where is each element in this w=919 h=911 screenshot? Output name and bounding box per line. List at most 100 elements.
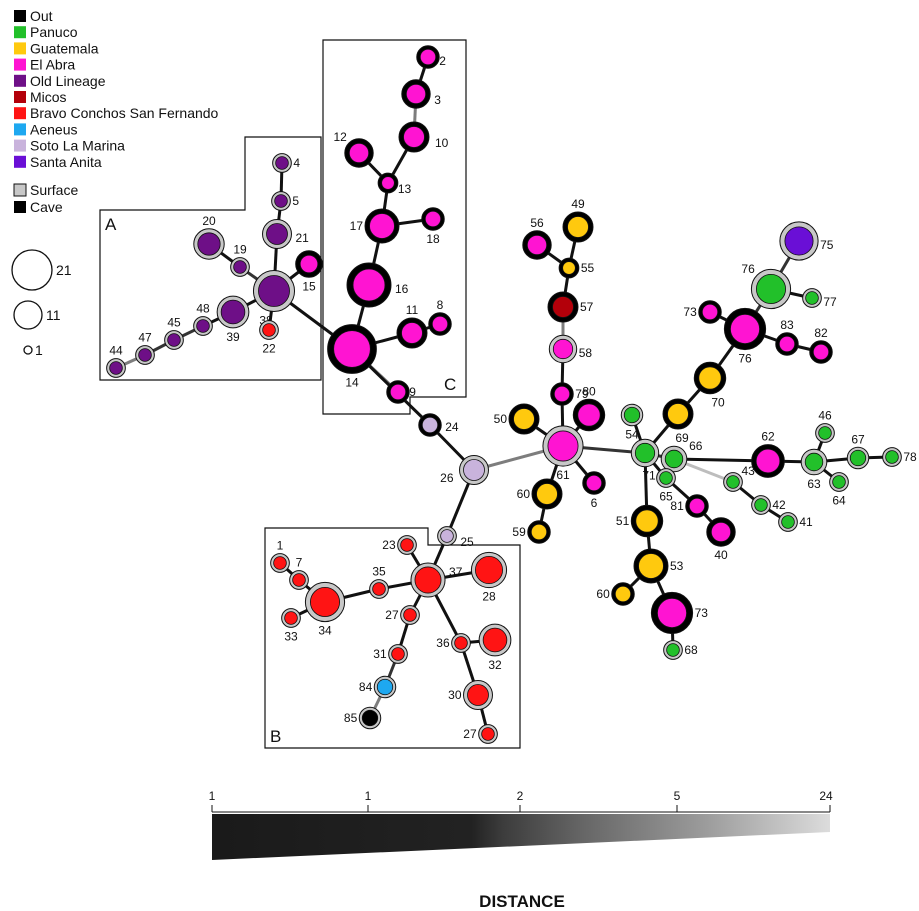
- haplotype-node-n55[interactable]: 55: [558, 257, 595, 279]
- haplotype-node-n33[interactable]: 33: [281, 608, 301, 644]
- haplotype-node-n13[interactable]: 13: [377, 172, 412, 196]
- haplotype-node-n51[interactable]: 51: [616, 504, 664, 538]
- haplotype-node-n43[interactable]: 43: [723, 464, 756, 492]
- haplotype-node-n59[interactable]: 59: [512, 520, 551, 544]
- haplotype-node-n65[interactable]: 65: [656, 468, 676, 504]
- haplotype-node-n58[interactable]: 58: [548, 334, 592, 364]
- haplotype-node-n26[interactable]: 26: [440, 455, 489, 485]
- legend-swatch-7: [14, 123, 26, 136]
- haplotype-node-n24[interactable]: 24: [418, 413, 459, 437]
- region-boxes: A B C: [99, 39, 521, 749]
- node-label-n59: 59: [512, 525, 526, 539]
- haplotype-node-n45[interactable]: 45: [164, 316, 184, 350]
- haplotype-node-n47[interactable]: 47: [135, 331, 155, 365]
- haplotype-node-n3[interactable]: 3: [401, 79, 441, 109]
- haplotype-node-n85[interactable]: 85: [344, 706, 382, 730]
- haplotype-node-n27a[interactable]: 27: [385, 605, 420, 625]
- haplotype-node-n56[interactable]: 56: [522, 216, 552, 260]
- haplotype-node-n36[interactable]: 36: [436, 633, 471, 653]
- haplotype-node-n57[interactable]: 57: [547, 291, 594, 323]
- haplotype-node-n69[interactable]: 69: [662, 398, 694, 445]
- haplotype-node-n70[interactable]: 70: [693, 361, 727, 410]
- haplotype-node-n18[interactable]: 18: [421, 207, 445, 246]
- haplotype-node-n73a[interactable]: 73: [683, 300, 722, 324]
- haplotype-node-n73b[interactable]: 73: [650, 591, 708, 635]
- haplotype-node-n68[interactable]: 68: [663, 640, 698, 660]
- haplotype-node-n35[interactable]: 35: [369, 565, 389, 599]
- haplotype-node-n54[interactable]: 54: [620, 403, 644, 442]
- haplotype-node-n60b[interactable]: 60: [596, 582, 635, 606]
- haplotype-node-n10[interactable]: 10: [398, 121, 449, 153]
- haplotype-node-n83[interactable]: 83: [775, 318, 799, 356]
- legend-label-1: Panuco: [30, 24, 78, 40]
- haplotype-node-n75[interactable]: 75: [779, 221, 834, 261]
- haplotype-node-n62[interactable]: 62: [751, 430, 785, 478]
- haplotype-node-n17[interactable]: 17: [350, 208, 400, 244]
- haplotype-node-n30[interactable]: 30: [448, 680, 493, 710]
- haplotype-node-n38[interactable]: 38: [252, 269, 296, 328]
- node-fill-n50: [513, 408, 535, 430]
- haplotype-node-n6[interactable]: 6: [582, 471, 606, 510]
- haplotype-node-n63[interactable]: 63: [800, 448, 828, 491]
- haplotype-node-n42[interactable]: 42: [751, 495, 786, 515]
- haplotype-node-n4[interactable]: 4: [272, 153, 301, 173]
- haplotype-node-n21[interactable]: 21: [262, 219, 310, 249]
- haplotype-node-n19[interactable]: 19: [230, 243, 250, 277]
- haplotype-node-n76b[interactable]: 76: [741, 262, 792, 310]
- haplotype-node-n32[interactable]: 32: [478, 623, 512, 672]
- haplotype-node-n71[interactable]: 71: [630, 438, 660, 483]
- haplotype-node-n48[interactable]: 48: [193, 302, 213, 336]
- haplotype-node-n78[interactable]: 78: [882, 447, 917, 467]
- haplotype-node-n20[interactable]: 20: [193, 214, 225, 260]
- haplotype-node-n7[interactable]: 7: [289, 556, 309, 590]
- node-label-n55: 55: [581, 261, 595, 275]
- haplotype-node-n31[interactable]: 31: [373, 644, 408, 664]
- haplotype-node-n76a[interactable]: 76: [723, 307, 767, 366]
- haplotype-node-n40[interactable]: 40: [706, 517, 736, 562]
- haplotype-node-n46[interactable]: 46: [815, 409, 835, 443]
- haplotype-node-n60a[interactable]: 60: [517, 478, 563, 510]
- haplotype-node-n84[interactable]: 84: [359, 675, 397, 699]
- haplotype-node-n41[interactable]: 41: [778, 512, 813, 532]
- haplotype-node-n2[interactable]: 2: [416, 45, 446, 69]
- haplotype-node-n66[interactable]: 66: [660, 439, 703, 473]
- node-label-n43: 43: [742, 464, 756, 478]
- haplotype-node-n79[interactable]: 79: [550, 382, 589, 406]
- haplotype-node-n12[interactable]: 12: [333, 130, 374, 168]
- haplotype-node-n15[interactable]: 15: [295, 250, 323, 294]
- haplotype-node-n77[interactable]: 77: [802, 288, 837, 309]
- haplotype-node-n8[interactable]: 8: [428, 298, 452, 336]
- haplotype-node-n39[interactable]: 39: [216, 295, 250, 344]
- haplotype-node-n11[interactable]: 11: [396, 303, 428, 349]
- node-label-n22: 22: [262, 341, 276, 355]
- haplotype-node-n1[interactable]: 1: [270, 539, 290, 573]
- haplotype-node-n22[interactable]: 22: [259, 320, 279, 356]
- node-label-n51: 51: [616, 514, 630, 528]
- haplotype-node-n53[interactable]: 53: [633, 548, 684, 584]
- haplotype-node-n61[interactable]: 61: [542, 425, 584, 482]
- node-fill-n22: [262, 323, 276, 337]
- node-label-n32: 32: [488, 658, 502, 672]
- haplotype-node-n5[interactable]: 5: [271, 191, 300, 211]
- node-label-n70: 70: [711, 396, 725, 410]
- haplotype-node-n81[interactable]: 81: [670, 494, 709, 518]
- haplotype-node-n44[interactable]: 44: [106, 344, 126, 378]
- haplotype-node-n16[interactable]: 16: [346, 262, 409, 308]
- haplotype-node-n64[interactable]: 64: [829, 472, 849, 508]
- node-label-n8: 8: [437, 298, 444, 312]
- haplotype-node-n49[interactable]: 49: [562, 197, 594, 243]
- haplotype-node-n50[interactable]: 50: [494, 403, 540, 435]
- haplotype-node-n34[interactable]: 34: [304, 581, 346, 638]
- haplotype-node-n14[interactable]: 14: [327, 324, 377, 390]
- haplotype-node-n67[interactable]: 67: [846, 432, 870, 470]
- size-legend-label-1: 1: [35, 342, 43, 358]
- legend-swatch-1: [14, 26, 26, 39]
- haplotype-node-n37[interactable]: 37: [410, 562, 463, 598]
- haplotype-node-n9[interactable]: 9: [386, 380, 416, 404]
- haplotype-node-n80[interactable]: 80: [572, 384, 606, 432]
- haplotype-node-n23[interactable]: 23: [382, 535, 417, 555]
- haplotype-node-n28[interactable]: 28: [470, 551, 508, 604]
- haplotype-node-n27b[interactable]: 27: [463, 724, 498, 744]
- haplotype-node-n82[interactable]: 82: [809, 326, 833, 364]
- haplotype-node-n25[interactable]: 25: [437, 526, 474, 549]
